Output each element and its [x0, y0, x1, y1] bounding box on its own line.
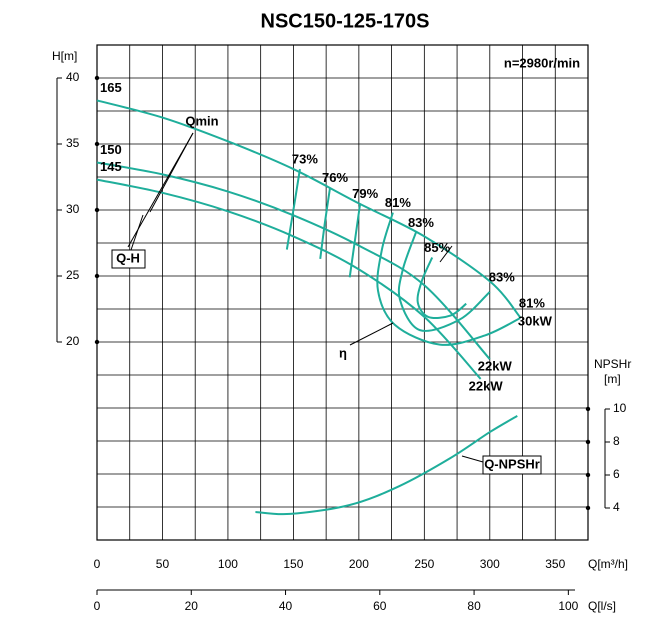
y-tick-label: 35 [66, 136, 80, 150]
power-label: 30kW [518, 313, 553, 328]
efficiency-contour [285, 168, 301, 250]
efficiency-label: 76% [322, 170, 348, 185]
x2-tick-label: 80 [467, 599, 481, 613]
y2-axis-label: [m] [604, 372, 621, 386]
x-tick-label: 0 [94, 557, 101, 571]
efficiency-contour [319, 187, 332, 259]
efficiency-contour [348, 203, 362, 278]
series-line [96, 99, 521, 318]
y-tick-dot [94, 273, 100, 279]
y2-axis-label: NPSHr [594, 357, 631, 371]
x2-tick-label: 40 [279, 599, 293, 613]
y2-tick-dot [585, 439, 591, 445]
y-tick-dot [94, 339, 100, 345]
series-label: 145 [100, 159, 122, 174]
series-label: 150 [100, 142, 122, 157]
x-axis-label: Q[m³/h] [588, 557, 628, 571]
x2-tick-label: 20 [185, 599, 199, 613]
annotation: η [339, 345, 347, 360]
y2-tick-label: 4 [613, 500, 620, 514]
y2-tick-dot [585, 406, 591, 412]
x2-tick-label: 0 [94, 599, 101, 613]
y2-tick-dot [585, 472, 591, 478]
y2-tick-dot [585, 505, 591, 511]
subtitle-box [483, 53, 586, 75]
annotation: Q-H [116, 250, 140, 265]
power-label: 22kW [478, 359, 513, 374]
series-label: 165 [100, 80, 122, 95]
x-tick-label: 250 [414, 557, 434, 571]
efficiency-contour [397, 232, 491, 332]
x-tick-label: 350 [545, 557, 565, 571]
annotation: Qmin [185, 113, 218, 128]
leader-line [130, 214, 144, 251]
y-tick-label: 25 [66, 268, 80, 282]
efficiency-label: 79% [352, 186, 378, 201]
y-tick-label: 30 [66, 202, 80, 216]
y-axis-label: H[m] [52, 49, 77, 63]
efficiency-label: 83% [489, 269, 515, 284]
power-label: 22kW [469, 378, 504, 393]
x2-axis-label: Q[l/s] [588, 599, 616, 613]
x-tick-label: 50 [156, 557, 170, 571]
subtitle: n=2980r/min [504, 55, 580, 70]
label-box [111, 249, 146, 269]
leader-line [461, 455, 484, 463]
series-line [96, 178, 482, 380]
efficiency-contour [416, 257, 467, 320]
series-line [255, 415, 518, 516]
y-tick-dot [94, 141, 100, 147]
efficiency-label: 85% [424, 240, 450, 255]
efficiency-label: 81% [385, 195, 411, 210]
x2-tick-label: 100 [558, 599, 578, 613]
series-label: Q-NPSHr [484, 456, 540, 471]
efficiency-label: 73% [292, 152, 318, 167]
plot-frame [96, 44, 589, 541]
legend-box [482, 455, 542, 475]
y2-tick-label: 10 [613, 401, 627, 415]
y2-tick-label: 6 [613, 467, 620, 481]
y-tick-dot [94, 207, 100, 213]
x-tick-label: 300 [480, 557, 500, 571]
x2-tick-label: 60 [373, 599, 387, 613]
leader-line [349, 322, 394, 346]
y2-tick-label: 8 [613, 434, 620, 448]
efficiency-contour [376, 212, 521, 346]
efficiency-label: 81% [519, 296, 545, 311]
chart-title: NSC150-125-170S [261, 10, 430, 32]
efficiency-label: 83% [408, 215, 434, 230]
x-tick-label: 200 [349, 557, 369, 571]
x-tick-label: 150 [283, 557, 303, 571]
y-tick-dot [94, 75, 100, 81]
leader-line [439, 245, 453, 263]
y-tick-label: 40 [66, 70, 80, 84]
x-tick-label: 100 [218, 557, 238, 571]
y-tick-label: 20 [66, 334, 80, 348]
